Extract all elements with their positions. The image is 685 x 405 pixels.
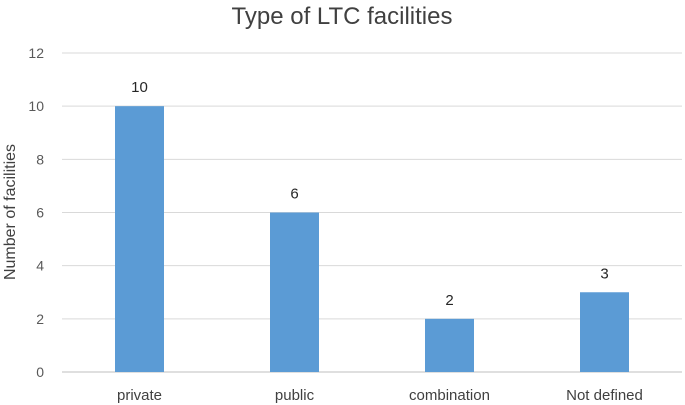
x-category-label: public [275,387,315,404]
bars [115,106,629,373]
data-label: 3 [600,265,608,282]
bar-public [270,212,319,372]
y-axis-title: Number of facilities [2,144,19,280]
y-tick-label: 8 [36,151,44,167]
y-axis-ticks: 0 2 4 6 8 10 12 [28,45,44,380]
data-label: 10 [131,79,148,96]
x-category-label: Not defined [566,387,643,404]
data-labels: 10 6 2 3 [131,79,609,309]
data-label: 6 [290,186,298,203]
x-category-label: combination [409,387,490,404]
bar-not-defined [580,292,629,372]
y-tick-label: 0 [36,364,44,380]
y-tick-label: 2 [36,311,44,327]
data-label: 2 [445,292,453,309]
chart-title: Type of LTC facilities [232,3,453,30]
bar-combination [425,318,474,372]
y-tick-label: 10 [28,98,44,114]
y-tick-label: 4 [36,258,44,274]
gridlines [62,52,682,373]
y-tick-label: 6 [36,205,44,221]
x-axis-categories: private public combination Not defined [117,387,643,404]
y-tick-label: 12 [28,45,44,61]
x-category-label: private [117,387,162,404]
bar-private [115,106,164,373]
